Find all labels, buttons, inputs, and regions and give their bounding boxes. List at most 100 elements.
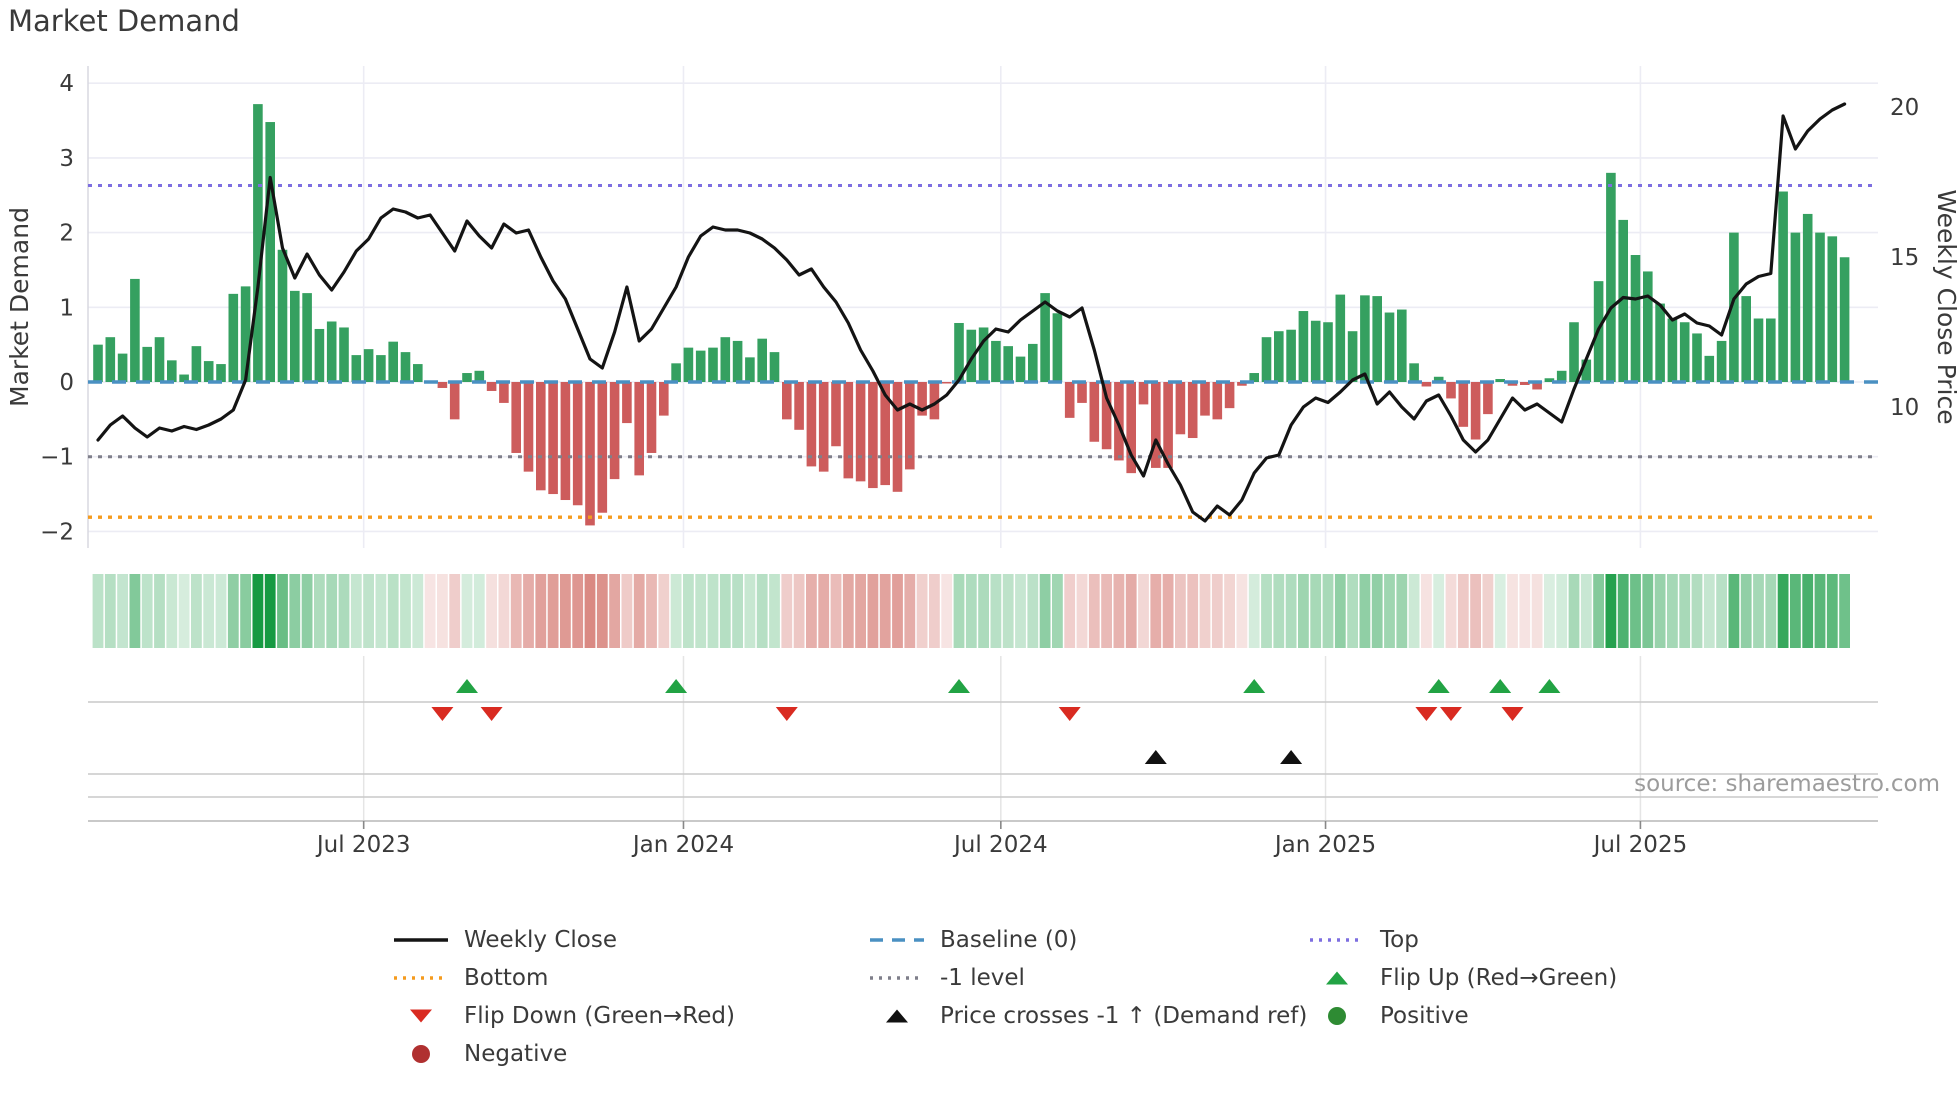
heatmap-cell xyxy=(1162,574,1174,648)
flip-down-marker xyxy=(1501,707,1524,721)
demand-bar xyxy=(105,337,116,382)
demand-bar xyxy=(1040,293,1050,382)
flip-up-marker xyxy=(1538,679,1561,693)
heatmap-cell xyxy=(1839,574,1850,648)
demand-bar xyxy=(351,355,362,382)
heatmap-cell xyxy=(1494,574,1506,648)
heatmap-cell xyxy=(1273,574,1285,648)
heatmap-cell xyxy=(1617,574,1629,648)
demand-bar xyxy=(486,382,497,391)
heatmap-cell xyxy=(547,574,559,648)
heatmap-cell xyxy=(252,574,264,648)
demand-bar xyxy=(695,350,706,382)
demand-bar xyxy=(1495,379,1505,382)
y-right-tick-label: 15 xyxy=(1890,245,1919,271)
demand-bar xyxy=(1101,382,1112,450)
legend-item: Negative xyxy=(392,1040,567,1068)
y-right-tick-label: 10 xyxy=(1890,395,1919,421)
demand-bar xyxy=(1692,333,1702,382)
heatmap-cell xyxy=(1088,574,1100,648)
legend-label: Negative xyxy=(464,1041,568,1067)
demand-bar xyxy=(855,382,866,482)
demand-bar xyxy=(1618,219,1628,382)
demand-bar xyxy=(1790,232,1801,382)
heatmap-cell xyxy=(1224,574,1235,648)
legend-item: Weekly Close xyxy=(392,926,617,954)
heatmap-cell xyxy=(363,574,374,648)
heatmap-cell xyxy=(350,574,362,648)
heatmap-cell xyxy=(498,574,510,648)
demand-bar xyxy=(302,293,312,382)
heatmap-cell xyxy=(1630,574,1641,648)
x-tick-label: Jul 2024 xyxy=(952,832,1048,858)
heatmap-cell xyxy=(375,574,387,648)
flip-down-marker xyxy=(1415,707,1438,721)
flip-up-marker xyxy=(1243,679,1266,693)
heatmap-cell xyxy=(92,574,104,648)
heatmap-cell xyxy=(240,574,251,648)
heatmap-cell xyxy=(1125,574,1137,648)
demand-bar xyxy=(1274,331,1284,382)
demand-bar xyxy=(794,382,804,430)
demand-bar xyxy=(93,344,103,382)
demand-bar xyxy=(1089,382,1100,442)
demand-bar xyxy=(560,382,571,501)
heatmap-cell xyxy=(1236,574,1248,648)
heatmap-cell xyxy=(523,574,534,648)
demand-bar xyxy=(1655,303,1665,382)
legend-swatch-line-dotted xyxy=(870,976,924,980)
demand-bar xyxy=(1310,320,1321,382)
heatmap-cell xyxy=(1445,574,1457,648)
demand-bar xyxy=(400,352,411,382)
demand-bar xyxy=(720,337,731,382)
heatmap-cell xyxy=(1777,574,1789,648)
heatmap-cell xyxy=(830,574,842,648)
legend-label: -1 level xyxy=(940,965,1025,991)
heatmap-cell xyxy=(646,574,657,648)
heatmap-cell xyxy=(314,574,325,648)
heatmap-cell xyxy=(1765,574,1777,648)
demand-bar xyxy=(1323,322,1333,382)
flip-down-marker xyxy=(431,707,454,721)
heatmap-cell xyxy=(1556,574,1568,648)
heatmap-cell xyxy=(965,574,977,648)
demand-bar xyxy=(1778,191,1788,382)
demand-bar xyxy=(966,329,977,382)
heatmap-cell xyxy=(1716,574,1727,648)
heatmap-cell xyxy=(1826,574,1838,648)
y-left-tick-label: 0 xyxy=(59,370,74,396)
y-left-tick-label: −1 xyxy=(40,445,74,471)
demand-bar xyxy=(203,361,214,382)
demand-bar xyxy=(769,352,780,382)
demand-bar xyxy=(290,290,300,382)
heatmap-cell xyxy=(904,574,916,648)
heatmap-cell xyxy=(756,574,768,648)
heatmap-cell xyxy=(670,574,682,648)
heatmap-cell xyxy=(473,574,485,648)
heatmap-cell xyxy=(1138,574,1149,648)
heatmap-cell xyxy=(929,574,940,648)
demand-bar xyxy=(1187,382,1198,439)
legend-label: Top xyxy=(1380,927,1419,953)
heatmap-cell xyxy=(141,574,153,648)
x-tick-label: Jul 2023 xyxy=(315,832,411,858)
heatmap-cell xyxy=(1052,574,1063,648)
demand-bar xyxy=(1064,382,1075,418)
heatmap-cell xyxy=(1519,574,1531,648)
heatmap-cell xyxy=(424,574,436,648)
heatmap-cell xyxy=(916,574,928,648)
demand-bar xyxy=(917,382,927,416)
heatmap-cell xyxy=(387,574,399,648)
legend-swatch-line-dotted xyxy=(394,976,448,980)
demand-bar xyxy=(1446,382,1456,399)
legend-swatch-triangle-up xyxy=(886,1009,908,1023)
y-right-tick-label: 20 xyxy=(1890,95,1919,121)
heatmap-cell xyxy=(203,574,215,648)
x-tick-label: Jan 2025 xyxy=(1273,832,1376,858)
heatmap-cell xyxy=(1076,574,1088,648)
heatmap-cell xyxy=(732,574,743,648)
heatmap-cell xyxy=(1740,574,1752,648)
y-left-tick-label: 3 xyxy=(59,146,74,172)
legend-swatch-triangle-up xyxy=(1326,971,1348,985)
demand-bar xyxy=(1409,363,1419,382)
